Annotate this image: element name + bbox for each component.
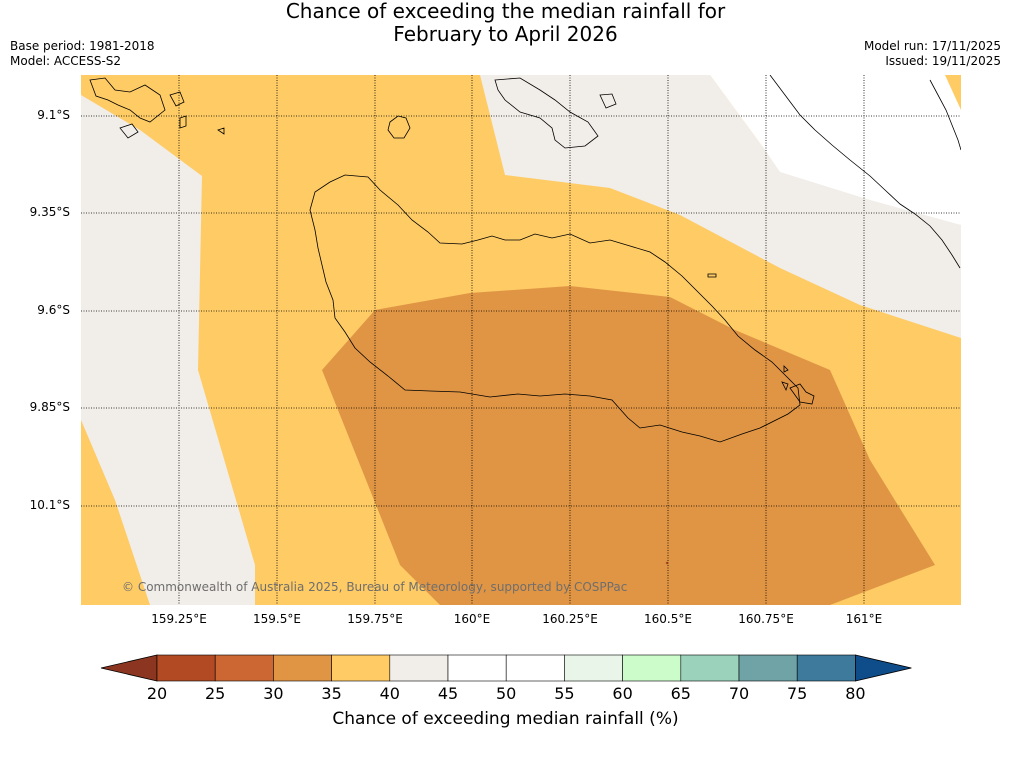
colorbar-tick-label: 50 bbox=[496, 684, 517, 703]
colorbar-tick-label: 60 bbox=[612, 684, 633, 703]
meta-left: Base period: 1981-2018 Model: ACCESS-S2 bbox=[10, 39, 155, 69]
island-guadalcanal bbox=[309, 174, 801, 443]
lat-tick-label: 9.85°S bbox=[29, 400, 70, 414]
colorbar bbox=[100, 654, 912, 682]
model-run-text: Model run: 17/11/2025 bbox=[863, 39, 1001, 53]
title-line-1: Chance of exceeding the median rainfall … bbox=[285, 0, 726, 23]
map-area bbox=[81, 75, 961, 605]
title-line-2: February to April 2026 bbox=[393, 22, 618, 46]
colorbar-segment bbox=[156, 654, 216, 682]
colorbar-tick-label: 35 bbox=[321, 684, 342, 703]
band-45-50-northeast bbox=[710, 75, 961, 225]
band-40-45-northeast bbox=[480, 75, 961, 338]
base-period-text: Base period: 1981-2018 bbox=[10, 39, 155, 53]
marker-dot bbox=[665, 561, 669, 565]
colorbar-tick-label: 70 bbox=[728, 684, 750, 703]
colorbar-segment bbox=[331, 654, 391, 682]
gridlines bbox=[81, 75, 961, 605]
colorbar-tick-label: 65 bbox=[670, 684, 691, 703]
band-40-45-west bbox=[81, 95, 255, 605]
island-savo bbox=[387, 115, 411, 139]
lon-tick-label: 161°E bbox=[845, 612, 883, 626]
colorbar-tick-label: 25 bbox=[205, 684, 226, 703]
colorbar-tick-label: 45 bbox=[437, 684, 459, 703]
lon-tick-label: 159.75°E bbox=[347, 612, 403, 626]
colorbar-segment bbox=[738, 654, 798, 682]
lat-tick-label: 9.6°S bbox=[37, 303, 70, 317]
lat-tick-label: 9.35°S bbox=[29, 205, 70, 219]
islet-east bbox=[707, 273, 717, 278]
colorbar-tick-label: 55 bbox=[554, 684, 575, 703]
colorbar-segment bbox=[564, 654, 623, 682]
colorbar-title: Chance of exceeding median rainfall (%) bbox=[332, 709, 679, 729]
copyright-text: © Commonwealth of Australia 2025, Bureau… bbox=[122, 580, 628, 594]
colorbar-segment bbox=[273, 654, 332, 682]
colorbar-segment bbox=[389, 654, 449, 682]
lon-tick-label: 160.75°E bbox=[738, 612, 794, 626]
colorbar-over-triangle bbox=[855, 654, 912, 682]
lon-tick-label: 160.25°E bbox=[542, 612, 598, 626]
chart-title: Chance of exceeding the median rainfall … bbox=[0, 0, 1011, 46]
islands-florida bbox=[89, 77, 225, 139]
model-text: Model: ACCESS-S2 bbox=[10, 54, 122, 68]
colorbar-tick-label: 20 bbox=[146, 684, 168, 703]
colorbar-segment bbox=[680, 654, 740, 682]
lon-tick-label: 160°E bbox=[453, 612, 491, 626]
colorbar-tick-label: 40 bbox=[379, 684, 400, 703]
colorbar-tick-label: 30 bbox=[263, 684, 284, 703]
lon-tick-label: 159.5°E bbox=[253, 612, 301, 626]
meta-right: Model run: 17/11/2025 Issued: 19/11/2025 bbox=[864, 39, 1001, 69]
lon-tick-label: 159.25°E bbox=[151, 612, 207, 626]
colorbar-tick-label: 80 bbox=[845, 684, 866, 703]
islands-north bbox=[494, 77, 617, 149]
colorbar-tick-label: 75 bbox=[787, 684, 808, 703]
colorbar-segment bbox=[622, 654, 682, 682]
islets-marau bbox=[781, 365, 815, 405]
colorbar-segment bbox=[214, 654, 274, 682]
lon-tick-label: 160.5°E bbox=[644, 612, 692, 626]
coastlines bbox=[89, 75, 961, 443]
coast-malaita bbox=[769, 75, 961, 269]
lat-tick-label: 9.1°S bbox=[37, 108, 70, 122]
colorbar-under-triangle bbox=[100, 654, 158, 682]
issued-text: Issued: 19/11/2025 bbox=[885, 54, 1001, 68]
colorbar-segment bbox=[796, 654, 856, 682]
colorbar-segment bbox=[505, 654, 565, 682]
colorbar-segment bbox=[447, 654, 507, 682]
band-30-35 bbox=[322, 286, 935, 605]
lat-tick-label: 10.1°S bbox=[29, 498, 70, 512]
